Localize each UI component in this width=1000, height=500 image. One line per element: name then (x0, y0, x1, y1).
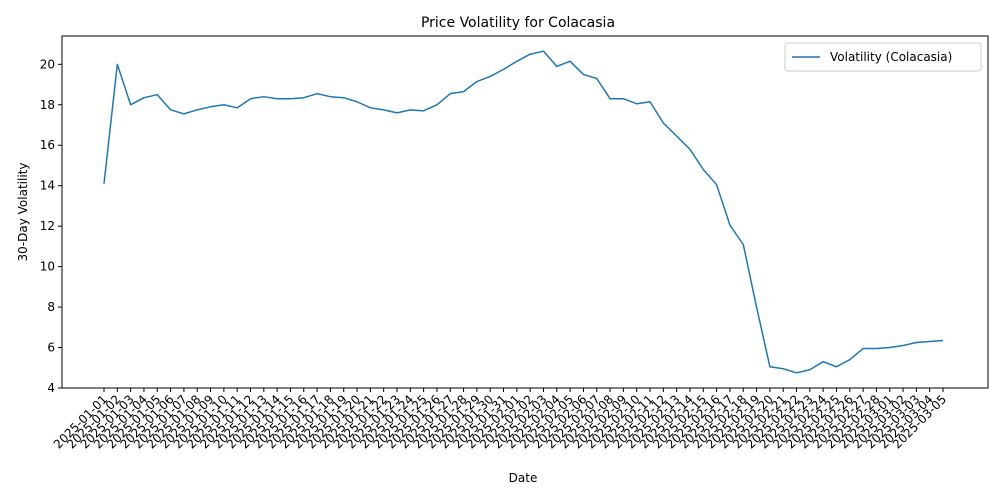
x-axis-ticks: 2025-01-012025-01-022025-01-032025-01-04… (51, 388, 949, 451)
series-line-volatility (103, 50, 944, 374)
y-tick-label: 16 (40, 138, 55, 152)
y-tick-label: 18 (40, 98, 55, 112)
legend-box (784, 42, 982, 72)
legend: Volatility (Colacasia) (784, 42, 982, 72)
y-tick-label: 4 (47, 381, 55, 395)
y-tick-label: 20 (40, 57, 55, 71)
legend-label: Volatility (Colacasia) (830, 50, 952, 64)
y-tick-label: 6 (47, 341, 55, 355)
y-axis-label: 30-Day Volatility (16, 163, 30, 262)
y-tick-label: 14 (40, 179, 55, 193)
plot-frame (61, 35, 989, 389)
chart-title: Price Volatility for Colacasia (421, 15, 615, 31)
y-axis-ticks: 4 6 8 10 12 14 16 18 20 (40, 57, 62, 395)
y-tick-label: 10 (40, 260, 55, 274)
y-tick-label: 12 (40, 219, 55, 233)
y-tick-label: 8 (47, 300, 55, 314)
x-axis-label: Date (509, 471, 538, 485)
